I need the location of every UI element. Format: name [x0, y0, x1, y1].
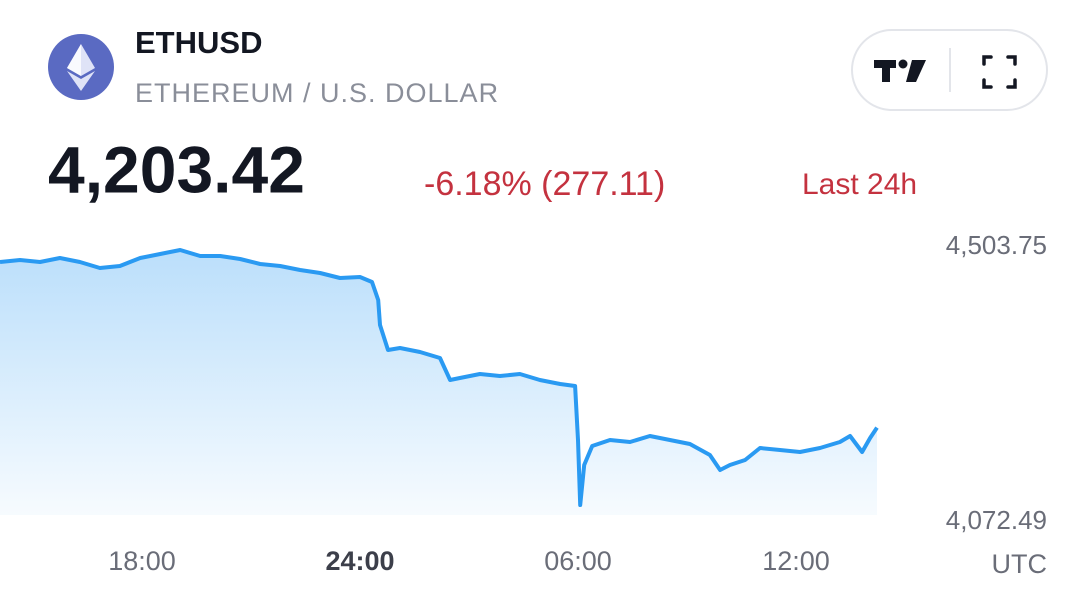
toolbar	[851, 29, 1048, 111]
period: Last 24h	[802, 168, 917, 201]
y-tick-label: 4,072.49	[946, 505, 1047, 535]
tradingview-logo[interactable]	[874, 59, 926, 83]
logo	[48, 34, 114, 100]
area-fill	[0, 250, 877, 515]
symbol: ETHUSD	[135, 25, 262, 60]
fullscreen-button[interactable]	[982, 55, 1017, 89]
x-tick-label: 12:00	[762, 546, 830, 576]
x-unit: UTC	[992, 549, 1048, 579]
x-tick-label: 18:00	[108, 546, 176, 576]
price: 4,203.42	[48, 132, 305, 206]
y-tick-label: 4,503.75	[946, 230, 1047, 260]
x-tick-label: 24:00	[325, 546, 394, 576]
description: ETHEREUM / U.S. DOLLAR	[135, 78, 499, 108]
price-line	[0, 248, 879, 507]
price-change: -6.18% (277.11)	[424, 165, 665, 203]
x-tick-label: 06:00	[544, 546, 612, 576]
